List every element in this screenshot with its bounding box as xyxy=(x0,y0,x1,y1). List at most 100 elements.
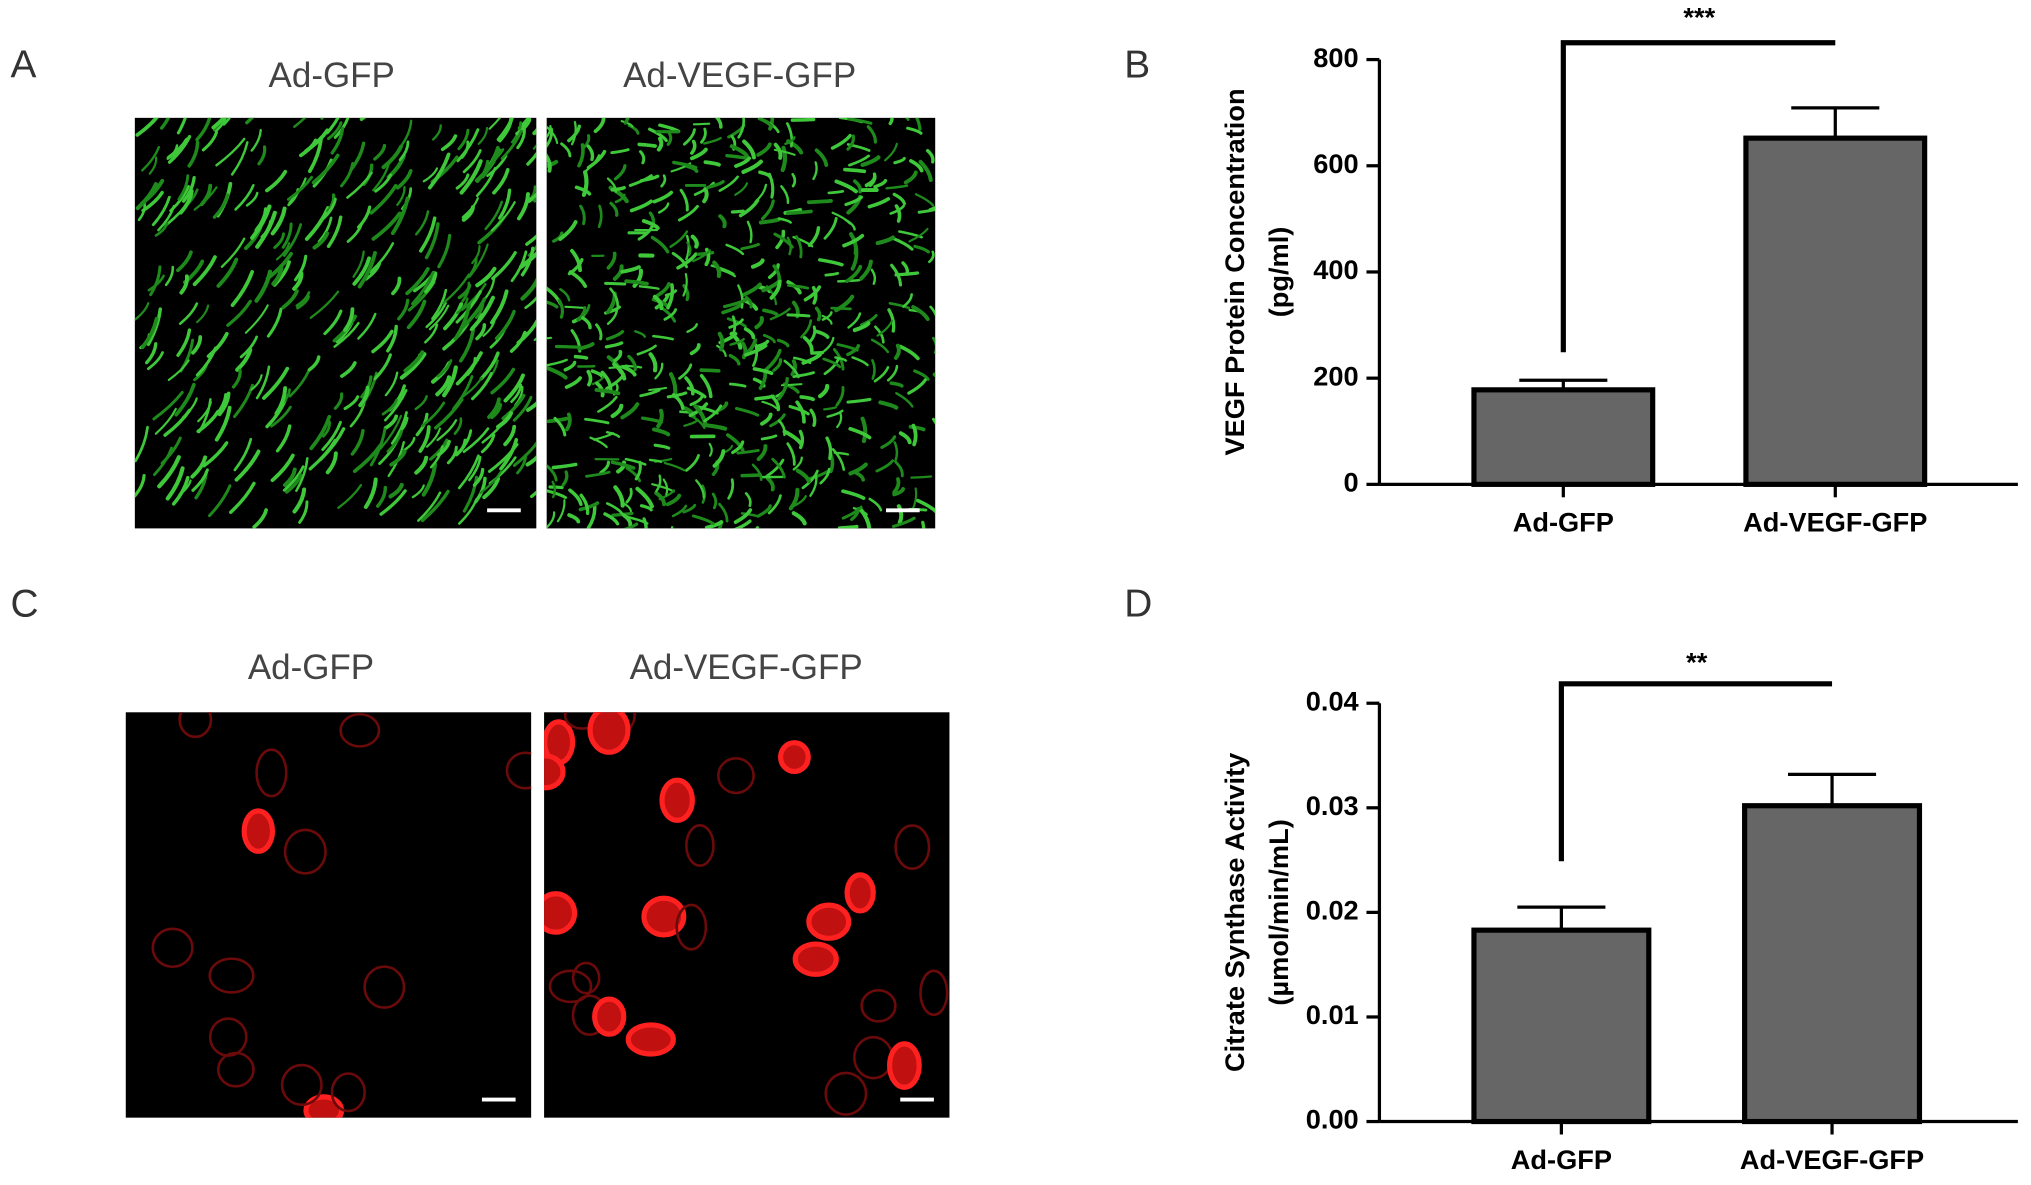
fiber xyxy=(496,117,515,142)
fiber xyxy=(333,321,360,348)
fiber xyxy=(326,215,343,249)
fiber xyxy=(181,176,196,203)
fiber xyxy=(634,330,646,338)
fiber xyxy=(632,268,643,288)
fiber xyxy=(823,406,838,411)
fiber xyxy=(892,477,901,495)
fiber xyxy=(699,373,713,399)
cell xyxy=(717,757,755,795)
fiber xyxy=(627,123,640,135)
fiber xyxy=(597,395,618,413)
y-tick-label: 400 xyxy=(1313,254,1358,285)
fiber xyxy=(516,127,526,150)
fiber xyxy=(677,204,699,222)
fiber xyxy=(620,402,640,420)
fiber xyxy=(889,381,904,388)
fiber xyxy=(333,117,350,139)
fiber xyxy=(456,128,480,163)
fiber xyxy=(414,455,429,475)
fiber xyxy=(868,497,883,512)
fiber xyxy=(931,336,936,355)
fiber xyxy=(653,443,671,450)
fiber xyxy=(352,250,365,278)
fiber xyxy=(216,257,239,288)
panel-label: D xyxy=(1124,582,1152,625)
fiber xyxy=(509,330,527,353)
fiber xyxy=(860,313,878,327)
fiber xyxy=(773,148,796,156)
fiber xyxy=(652,427,671,437)
fiber xyxy=(154,407,177,435)
fiber xyxy=(765,476,775,492)
fiber xyxy=(446,445,458,465)
y-tick-label: 0 xyxy=(1344,467,1359,498)
fiber xyxy=(166,137,189,160)
fiber xyxy=(890,263,903,287)
fiber xyxy=(656,408,664,429)
fiber xyxy=(821,311,833,321)
fiber xyxy=(525,455,537,467)
fiber xyxy=(529,490,537,499)
fiber xyxy=(609,201,619,217)
fiber xyxy=(295,291,311,308)
fiber xyxy=(415,210,430,236)
fiber xyxy=(750,258,765,269)
fiber xyxy=(270,405,292,428)
fiber xyxy=(326,193,336,213)
fiber xyxy=(807,226,821,248)
fiber xyxy=(728,382,747,388)
x-tick-label: Ad-GFP xyxy=(1513,507,1614,538)
fiber xyxy=(792,456,803,471)
fiber xyxy=(201,130,218,152)
fiber xyxy=(737,117,746,139)
fiber xyxy=(833,451,850,456)
fiber xyxy=(734,156,752,168)
fiber xyxy=(740,512,760,518)
fiber xyxy=(471,372,493,401)
y-tick-label: 0.01 xyxy=(1306,999,1359,1030)
fiber xyxy=(396,186,406,206)
fiber xyxy=(818,258,844,267)
fiber xyxy=(799,395,815,402)
fiber xyxy=(215,137,246,167)
fiber xyxy=(469,311,482,331)
fiber xyxy=(560,142,572,158)
fiber xyxy=(904,117,910,121)
fiber xyxy=(147,274,165,292)
bar xyxy=(1471,387,1656,487)
fiber xyxy=(486,154,508,178)
fiber xyxy=(475,266,497,288)
fiber xyxy=(140,178,165,206)
fiber xyxy=(690,139,697,155)
y-axis-label: VEGF Protein Concentration xyxy=(1219,88,1250,455)
fiber xyxy=(343,307,355,332)
fiber xyxy=(752,367,774,376)
fiber xyxy=(780,145,788,173)
fiber xyxy=(666,131,673,146)
fiber xyxy=(744,492,752,508)
fiber xyxy=(304,128,330,154)
fiber xyxy=(654,362,664,380)
fiber xyxy=(784,136,796,146)
fiber xyxy=(652,294,664,311)
fiber xyxy=(397,298,410,321)
fiber xyxy=(639,388,661,398)
fiber xyxy=(482,476,501,500)
fiber xyxy=(526,401,537,412)
fiber xyxy=(546,489,568,499)
cell xyxy=(505,751,532,790)
fiber xyxy=(824,271,840,277)
cell xyxy=(592,996,627,1037)
fiber xyxy=(322,197,337,220)
fiber xyxy=(931,417,936,426)
cell xyxy=(283,828,327,875)
fiber xyxy=(859,259,873,281)
fiber xyxy=(255,210,277,249)
fiber xyxy=(844,195,864,207)
fiber xyxy=(858,506,872,529)
micrograph xyxy=(544,712,950,1118)
y-tick-label: 0.02 xyxy=(1306,895,1359,926)
fiber xyxy=(420,401,446,428)
fiber xyxy=(648,386,668,392)
fiber xyxy=(141,145,161,172)
